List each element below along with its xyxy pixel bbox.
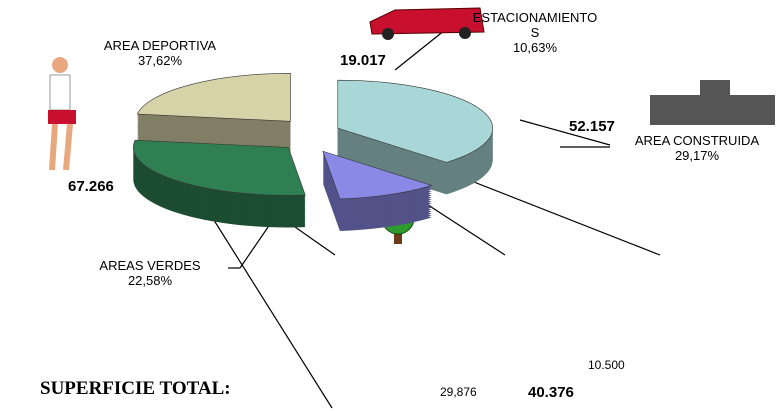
category-label: AREA DEPORTIVA — [70, 38, 250, 53]
building-icon — [650, 80, 775, 125]
value-label: 40.376 — [528, 384, 574, 401]
runner-icon — [48, 57, 76, 170]
value-label: 52.157 — [569, 118, 615, 135]
category-label: AREAS VERDES — [70, 258, 230, 273]
page: SUPERFICIE TOTAL: 10.500 29,876 AREA DEP… — [0, 0, 781, 411]
value-label: 67.266 — [68, 178, 114, 195]
total-label: SUPERFICIE TOTAL: — [40, 378, 231, 400]
annotation: 10.500 — [588, 358, 625, 372]
value-label: 19.017 — [340, 52, 386, 69]
percent-label: 29,17% — [612, 148, 781, 163]
category-label: ESTACIONAMIENTO S — [470, 10, 600, 40]
slice — [137, 73, 290, 121]
percent-label: 10,63% — [470, 40, 600, 55]
category-label: AREA CONSTRUIDA — [612, 133, 781, 148]
percent-label: 37,62% — [70, 53, 250, 68]
annotation: 29,876 — [440, 385, 477, 399]
percent-label: 22,58% — [70, 273, 230, 288]
car-icon — [370, 8, 484, 40]
